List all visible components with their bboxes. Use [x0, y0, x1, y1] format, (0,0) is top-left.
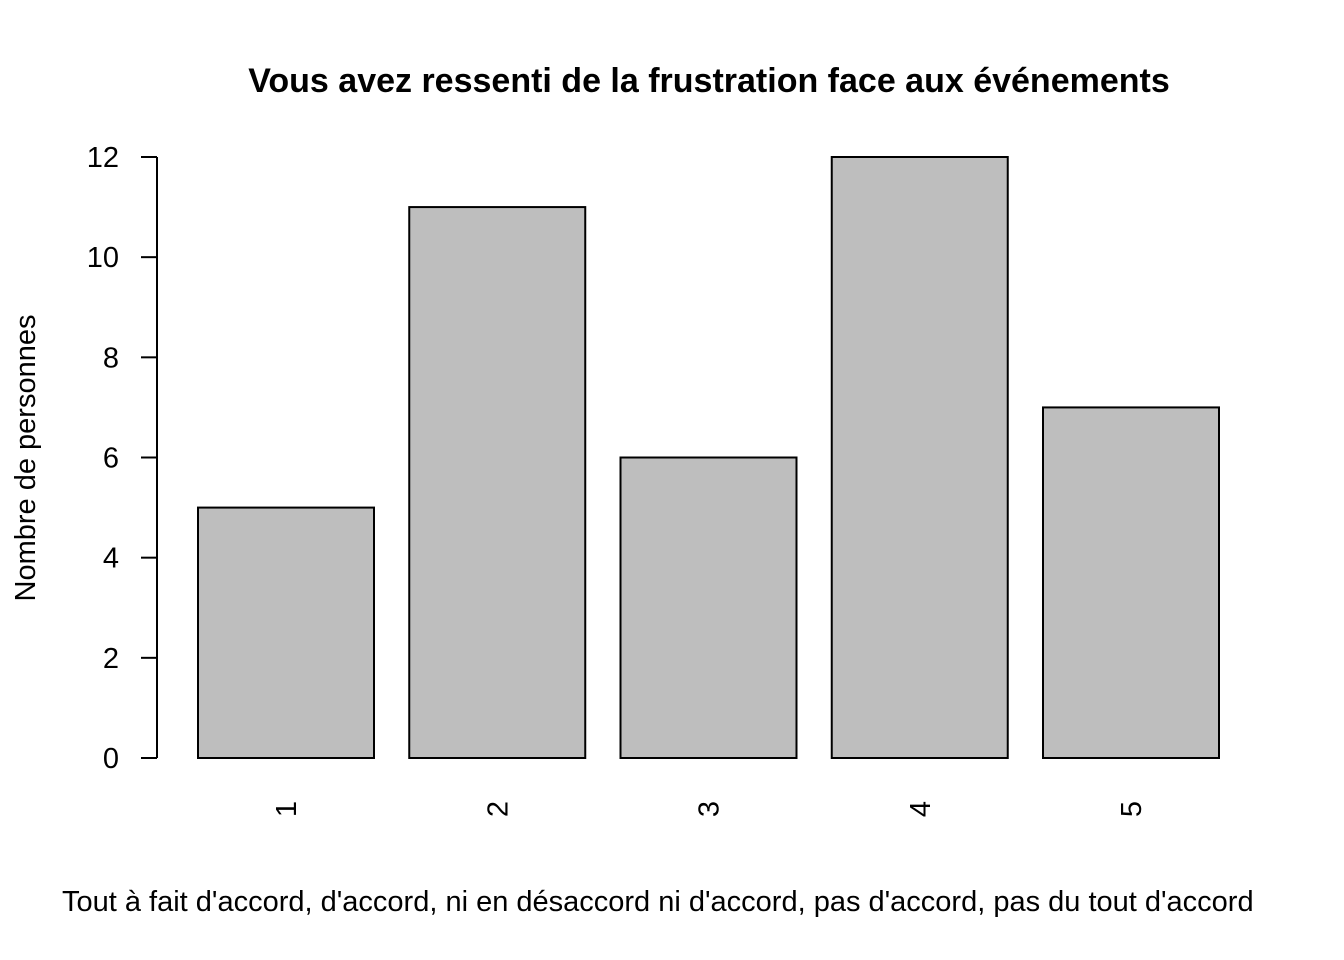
x-tick-label: 3	[694, 801, 726, 817]
y-tick-label: 8	[103, 342, 119, 374]
x-tick-label: 4	[905, 801, 937, 817]
y-axis: 0 2 4 6 8 10 12	[87, 142, 158, 775]
bar-3	[619, 456, 798, 759]
y-axis-label: Nombre de personnes	[10, 315, 42, 602]
y-tick-label: 10	[87, 242, 119, 274]
y-tick-label: 4	[103, 543, 119, 575]
bar-4	[830, 156, 1009, 759]
x-axis-tick-labels: 1 2 3 4 5	[271, 801, 1148, 817]
x-tick-label: 5	[1116, 801, 1148, 817]
chart-title: Vous avez ressenti de la frustration fac…	[248, 62, 1170, 100]
bar-1	[197, 506, 375, 760]
x-axis-label: Tout à fait d'accord, d'accord, ni en dé…	[62, 886, 1254, 918]
y-tick-label: 12	[87, 142, 119, 174]
x-tick-label: 1	[271, 801, 303, 817]
y-tick-label: 2	[103, 643, 119, 675]
bar-2	[408, 206, 587, 760]
y-tick-label: 0	[103, 743, 119, 775]
y-tick-label: 6	[103, 443, 119, 475]
bar-5	[1042, 406, 1220, 759]
bars-group	[197, 156, 1220, 760]
x-tick-label: 2	[482, 801, 514, 817]
